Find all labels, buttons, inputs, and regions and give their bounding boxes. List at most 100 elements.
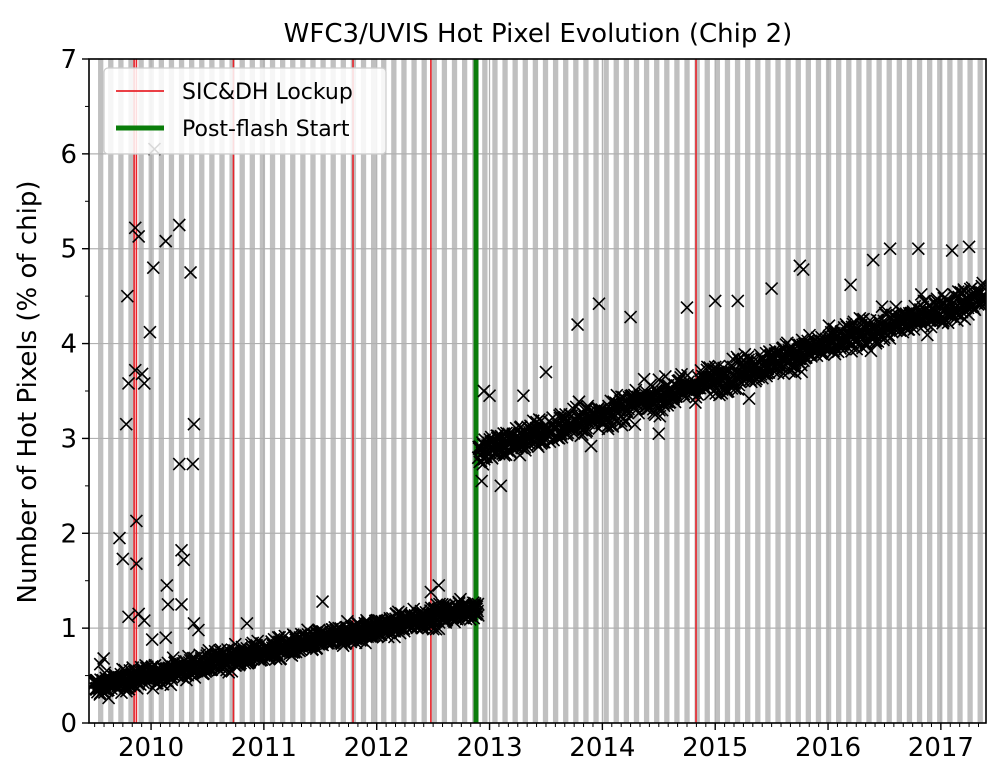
anneal-band	[98, 59, 104, 723]
x-tick-label: 2017	[908, 733, 974, 763]
anneal-band	[259, 59, 266, 723]
legend-box	[103, 67, 387, 155]
axis-ticks: 0 1 2 3 4 5 6 7 2010 2011 2012 2013 2014 2015 2016 2017	[60, 45, 979, 763]
data-point	[652, 373, 666, 387]
y-tick-label: 5	[60, 235, 77, 265]
data-point	[976, 276, 986, 290]
data-point	[172, 218, 186, 232]
data-point	[177, 553, 191, 567]
data-point	[120, 289, 134, 303]
data-point	[601, 422, 615, 436]
anneal-band	[138, 59, 144, 723]
anneal-band	[785, 59, 791, 723]
anneal-band	[846, 59, 852, 723]
data-point	[911, 242, 925, 256]
data-point	[187, 417, 201, 431]
anneal-band	[916, 59, 923, 723]
data-point	[592, 297, 606, 311]
data-point	[174, 597, 189, 611]
anneal-band	[745, 59, 751, 723]
x-tick-label: 2012	[344, 733, 410, 763]
anneal-bands	[98, 59, 983, 723]
hot-pixel-points	[89, 142, 986, 705]
data-point	[128, 221, 142, 235]
anneal-band	[876, 59, 882, 723]
anneal-band	[765, 59, 771, 723]
data-point	[962, 240, 976, 254]
anneal-band	[209, 59, 215, 723]
data-point	[516, 389, 530, 403]
data-point	[387, 630, 402, 644]
data-point	[315, 595, 330, 609]
data-point	[137, 613, 151, 628]
anneal-band	[118, 59, 124, 723]
anneal-band	[522, 59, 528, 723]
data-point	[129, 557, 143, 571]
anneal-band	[370, 59, 377, 723]
anneal-band	[290, 59, 296, 723]
data-point	[580, 424, 594, 438]
data-point	[584, 439, 598, 453]
anneal-band	[967, 59, 973, 723]
x-tick-label: 2015	[682, 733, 748, 763]
y-tick-label: 2	[60, 519, 77, 549]
x-tick-label: 2014	[569, 733, 635, 763]
data-point	[539, 365, 553, 379]
data-point	[742, 392, 756, 406]
anneal-band	[300, 59, 306, 723]
anneal-band	[937, 59, 943, 723]
data-point	[475, 474, 489, 488]
data-point	[875, 300, 889, 314]
anneal-band	[320, 59, 326, 723]
anneal-band	[239, 59, 245, 723]
y-tick-label: 1	[60, 614, 77, 644]
anneal-band	[573, 59, 579, 723]
data-point	[159, 631, 173, 645]
data-point	[945, 244, 959, 258]
data-point	[844, 278, 858, 292]
data-point	[494, 479, 508, 493]
data-point	[90, 673, 104, 687]
y-axis-label: Number of Hot Pixels (% of chip)	[13, 181, 43, 604]
x-tick-label: 2013	[456, 733, 522, 763]
data-point	[920, 328, 934, 342]
data-point	[128, 363, 142, 377]
data-point	[975, 296, 986, 310]
legend-sicdh-label: SIC&DH Lockup	[182, 80, 353, 105]
anneal-band	[401, 59, 407, 723]
anneal-band	[906, 59, 913, 723]
anneal-band	[158, 59, 164, 723]
anneal-band	[451, 59, 458, 723]
data-point	[765, 281, 779, 296]
anneal-band	[178, 59, 185, 723]
anneal-band	[411, 59, 417, 723]
data-point	[914, 287, 928, 301]
data-point	[129, 514, 143, 528]
anneal-band	[795, 59, 801, 723]
anneal-band	[866, 59, 872, 723]
anneal-band	[775, 59, 781, 723]
anneal-band	[249, 59, 255, 723]
anneal-band	[563, 59, 569, 723]
anneal-band	[593, 59, 599, 723]
anneal-band	[279, 59, 286, 723]
y-tick-label: 4	[60, 330, 77, 360]
data-point	[482, 389, 497, 403]
chart-title: WFC3/UVIS Hot Pixel Evolution (Chip 2)	[284, 19, 793, 49]
data-point	[186, 457, 200, 471]
anneal-band	[836, 59, 842, 723]
y-tick-label: 0	[60, 709, 77, 739]
anneal-band	[391, 59, 397, 723]
x-tick-label: 2010	[118, 733, 184, 763]
y-tick-label: 6	[60, 140, 77, 170]
anneal-band	[108, 59, 114, 723]
anneal-band	[340, 59, 346, 723]
data-point	[121, 610, 136, 624]
data-point	[132, 229, 146, 243]
anneal-band	[815, 59, 822, 723]
legend: SIC&DH Lockup Post-flash Start	[103, 67, 387, 155]
anneal-band	[552, 59, 559, 723]
anneal-band	[886, 59, 892, 723]
data-point	[731, 294, 745, 308]
